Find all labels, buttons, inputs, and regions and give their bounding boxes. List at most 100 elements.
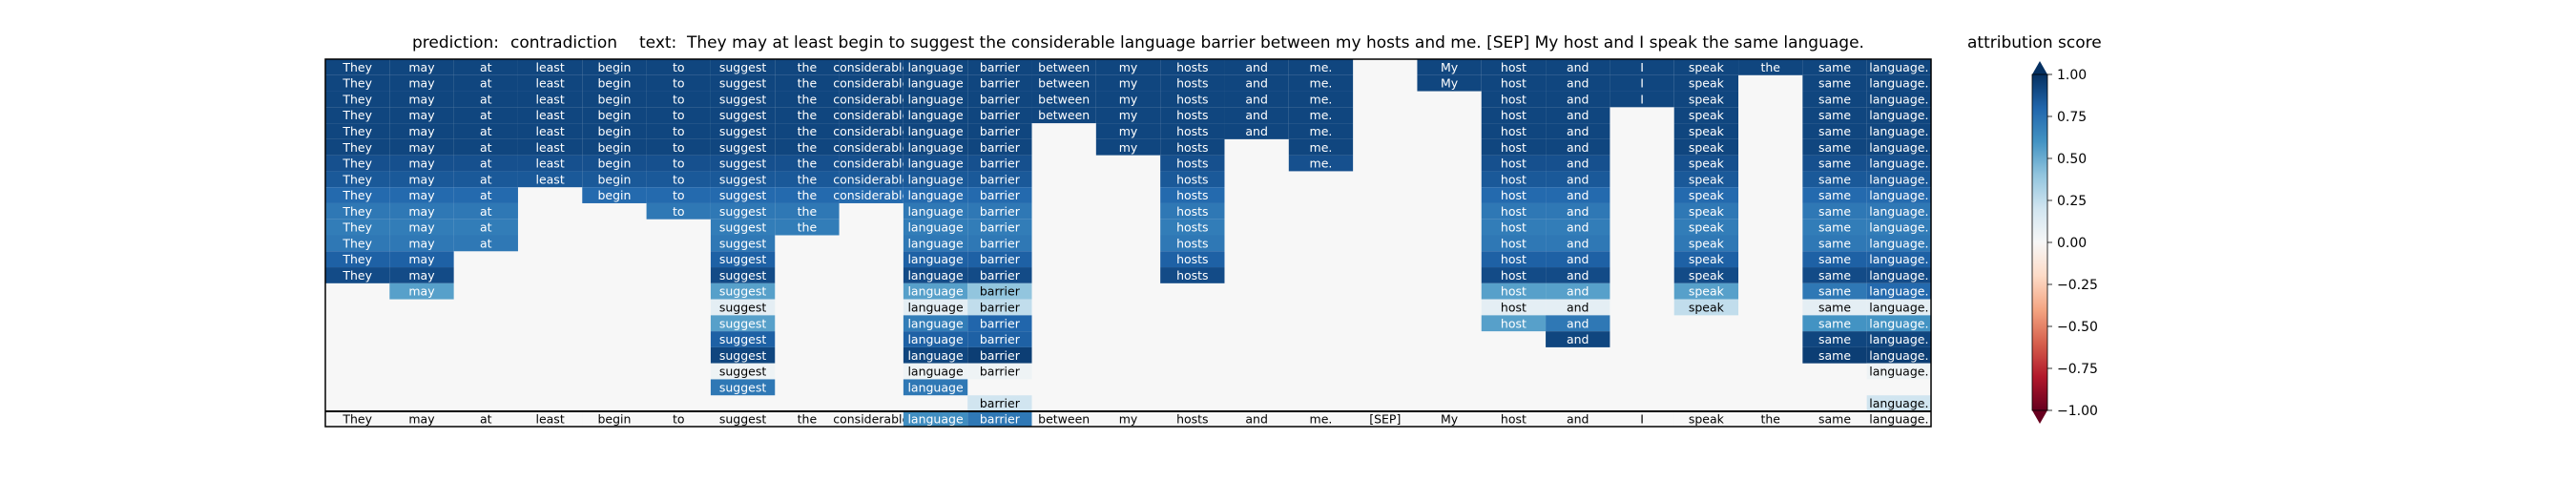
- token-label: and: [1567, 236, 1589, 250]
- heatmap-cell: [1481, 138, 1547, 156]
- heatmap-cell: [903, 59, 968, 75]
- token-label: suggest: [719, 204, 767, 219]
- heatmap-cell: [646, 59, 711, 75]
- heatmap-cell: [517, 59, 583, 75]
- heatmap-cell: [903, 187, 968, 203]
- token-label: They: [342, 172, 372, 186]
- heatmap-cell: [903, 123, 968, 139]
- heatmap-cell: [839, 411, 904, 427]
- heatmap-cell: [839, 123, 904, 139]
- token-label: barrier: [980, 236, 1021, 250]
- token-label: language.: [1869, 365, 1928, 379]
- token-label: host: [1501, 157, 1527, 171]
- token-label: suggest: [719, 268, 767, 282]
- token-label: me.: [1310, 140, 1333, 155]
- heatmap-cell: [1802, 59, 1867, 75]
- token-label: barrier: [980, 316, 1021, 330]
- heatmap-cell: [517, 91, 583, 108]
- token-label: begin: [597, 108, 631, 122]
- token-label: may: [408, 92, 435, 106]
- token-label: and: [1567, 268, 1589, 282]
- heatmap-cell: [1224, 91, 1289, 108]
- heatmap-cell: [775, 187, 840, 203]
- heatmap-cell: [1802, 251, 1867, 268]
- token-label: My: [1441, 76, 1459, 91]
- token-label: barrier: [980, 252, 1021, 266]
- heatmap-cell: [1802, 202, 1867, 220]
- heatmap-cell: [775, 59, 840, 75]
- heatmap-cell: [710, 155, 776, 172]
- token-label: same: [1818, 76, 1851, 91]
- colorbar-top-extension: [2032, 61, 2047, 74]
- heatmap-cell: [1546, 219, 1610, 236]
- token-label: same: [1818, 124, 1851, 138]
- token-label: my: [1119, 60, 1138, 74]
- heatmap-cell: [1866, 171, 1931, 188]
- heatmap-cell: [1481, 299, 1547, 316]
- heatmap-cell: [1481, 187, 1547, 203]
- heatmap-cell: [967, 267, 1032, 283]
- token-label: language.: [1869, 92, 1928, 106]
- token-label: least: [535, 140, 564, 155]
- heatmap-cell: [710, 123, 776, 139]
- heatmap-cell: [389, 123, 454, 139]
- heatmap-cell: [710, 379, 776, 396]
- colorbar: 1.00 0.75 0.50 0.25 0.00 −0.25 −0.50 −0.75 −1.00: [2031, 61, 2098, 424]
- heatmap-cell: [967, 219, 1032, 236]
- token-label: speak: [1689, 76, 1725, 91]
- token-label: and: [1567, 92, 1589, 106]
- heatmap-cell: [389, 235, 454, 252]
- heatmap-cell: [389, 187, 454, 203]
- heatmap-cell: [1546, 299, 1610, 316]
- heatmap-cell: [1673, 411, 1739, 427]
- heatmap-cell: [1481, 107, 1547, 124]
- heatmap-cell: [1610, 411, 1674, 427]
- heatmap-cell: [710, 346, 776, 364]
- heatmap-cell: [453, 235, 518, 252]
- heatmap-cell: [967, 282, 1032, 300]
- heatmap-cell: [1417, 59, 1482, 75]
- heatmap-cell: [967, 187, 1032, 203]
- token-label: They: [342, 220, 372, 235]
- heatmap-cell: [582, 123, 647, 139]
- heatmap-cell: [903, 363, 968, 380]
- token-label: me.: [1310, 157, 1333, 171]
- token-label: barrier: [980, 204, 1021, 219]
- heatmap-cell: [1866, 187, 1931, 203]
- token-label: me.: [1310, 108, 1333, 122]
- heatmap-cell: [967, 138, 1032, 156]
- heatmap-cell: [1481, 315, 1547, 332]
- heatmap-cell: [967, 411, 1032, 427]
- token-label: at: [480, 157, 492, 171]
- heatmap-cell: [389, 59, 454, 75]
- token-label: language.: [1869, 412, 1928, 427]
- heatmap-cell: [775, 138, 840, 156]
- heatmap-cell: [903, 219, 968, 236]
- token-label: suggest: [719, 76, 767, 91]
- token-label: considerable: [833, 140, 909, 155]
- heatmap-cell: [967, 202, 1032, 220]
- token-label: language: [907, 348, 964, 363]
- token-label: They: [342, 252, 372, 266]
- token-label: my: [1119, 108, 1138, 122]
- heatmap-cell: [1160, 59, 1225, 75]
- token-label: suggest: [719, 300, 767, 314]
- token-label: and: [1567, 157, 1589, 171]
- token-label: at: [480, 220, 492, 235]
- token-label: speak: [1689, 220, 1725, 235]
- token-label: hosts: [1176, 60, 1209, 74]
- token-label: suggest: [719, 236, 767, 250]
- heatmap-cell: [1673, 155, 1739, 172]
- token-label: host: [1501, 140, 1527, 155]
- heatmap-cell: [1224, 107, 1289, 124]
- token-label: suggest: [719, 348, 767, 363]
- heatmap-cell: [453, 155, 518, 172]
- token-label: language.: [1869, 140, 1928, 155]
- heatmap-cell: [710, 315, 776, 332]
- heatmap-cell: [775, 411, 840, 427]
- heatmap-cell: [710, 74, 776, 92]
- token-label: may: [408, 252, 435, 266]
- token-label: host: [1501, 60, 1527, 74]
- heatmap-cell: [1031, 107, 1096, 124]
- heatmap-cell: [839, 59, 904, 75]
